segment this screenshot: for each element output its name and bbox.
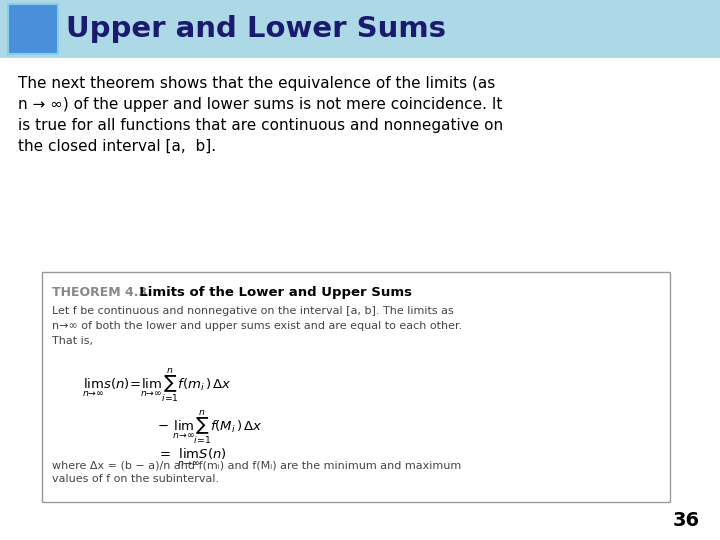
Bar	[0, 0, 720, 58]
Text: Let f be continuous and nonnegative on the interval [a, b]. The limits as: Let f be continuous and nonnegative on t…	[52, 306, 454, 316]
Text: the closed interval [a,  b].: the closed interval [a, b].	[18, 139, 216, 154]
Text: n→∞ of both the lower and upper sums exist and are equal to each other.: n→∞ of both the lower and upper sums exi…	[52, 321, 462, 331]
Text: That is,: That is,	[52, 336, 93, 346]
Text: THEOREM 4.3: THEOREM 4.3	[52, 286, 147, 299]
Text: where Δx = (b − a)/n and f(mᵢ) and f(Mᵢ) are the minimum and maximum: where Δx = (b − a)/n and f(mᵢ) and f(Mᵢ)…	[52, 460, 462, 470]
Text: The next theorem shows that the equivalence of the limits (as: The next theorem shows that the equivale…	[18, 76, 495, 91]
Text: $-\ \lim_{n\to\infty} \sum_{i=1}^{n} f(M_i)\,\Delta x$: $-\ \lim_{n\to\infty} \sum_{i=1}^{n} f(M…	[157, 409, 263, 447]
Text: Upper and Lower Sums: Upper and Lower Sums	[66, 15, 446, 43]
Text: is true for all functions that are continuous and nonnegative on: is true for all functions that are conti…	[18, 118, 503, 133]
Text: $=\ \lim_{n\to\infty} S(n)$: $=\ \lim_{n\to\infty} S(n)$	[157, 447, 227, 469]
Text: Limits of the Lower and Upper Sums: Limits of the Lower and Upper Sums	[130, 286, 412, 299]
Text: 36: 36	[673, 511, 700, 530]
Bar	[8, 4, 58, 54]
Text: n → ∞) of the upper and lower sums is not mere coincidence. It: n → ∞) of the upper and lower sums is no…	[18, 97, 503, 112]
Text: values of f on the subinterval.: values of f on the subinterval.	[52, 474, 219, 484]
Text: $\lim_{n\to\infty} s(n) = \lim_{n\to\infty} \sum_{i=1}^{n} f(m_i)\,\Delta x$: $\lim_{n\to\infty} s(n) = \lim_{n\to\inf…	[82, 367, 232, 405]
Bar	[42, 272, 670, 502]
